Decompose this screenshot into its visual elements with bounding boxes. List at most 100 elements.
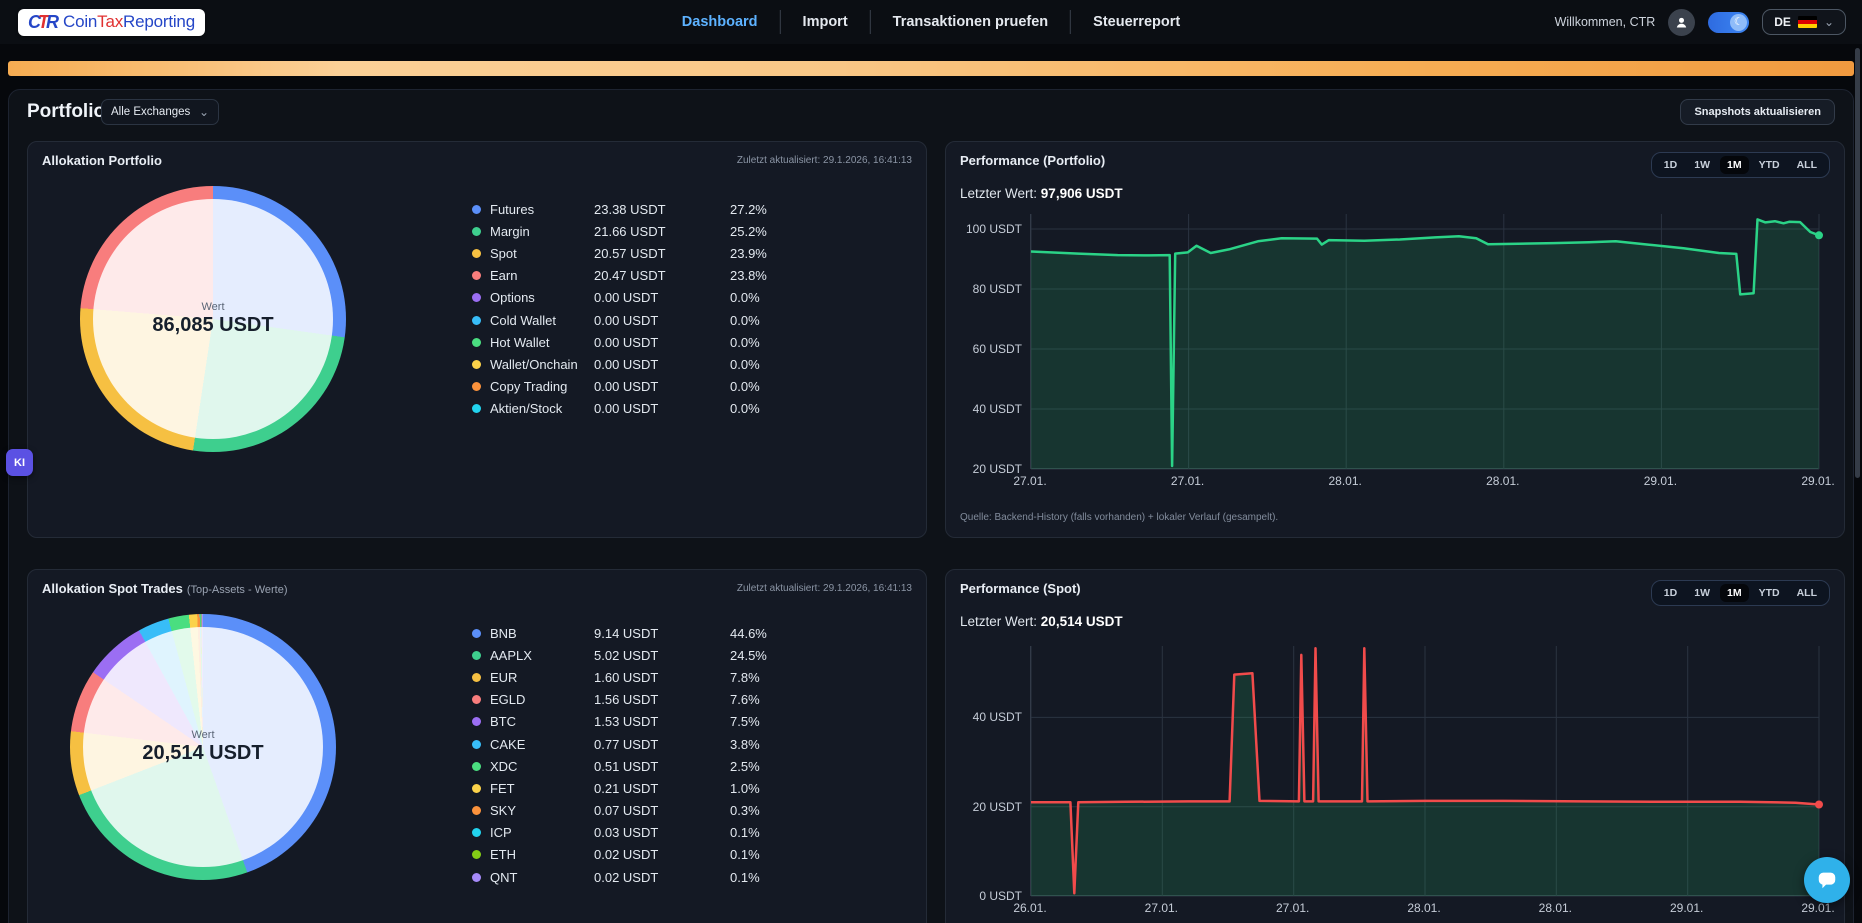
legend-label: FET xyxy=(472,781,594,796)
dashboard-panel: Portfolio Alle Exchanges ⌄ Snapshots akt… xyxy=(8,89,1854,923)
legend-percent: 0.0% xyxy=(730,357,902,372)
range-button-all[interactable]: ALL xyxy=(1790,584,1824,602)
legend-row[interactable]: CAKE0.77 USDT3.8% xyxy=(472,733,902,755)
legend-row[interactable]: SKY0.07 USDT0.3% xyxy=(472,800,902,822)
legend-label-text: Futures xyxy=(490,202,534,217)
legend-color-dot xyxy=(472,695,481,704)
range-button-1m[interactable]: 1M xyxy=(1720,584,1749,602)
range-button-ytd[interactable]: YTD xyxy=(1752,156,1787,174)
accent-banner xyxy=(8,61,1854,76)
legend-row[interactable]: ETH0.02 USDT0.1% xyxy=(472,844,902,866)
portfolio-donut-chart: Wert 86,085 USDT xyxy=(80,186,346,452)
range-button-all[interactable]: ALL xyxy=(1790,156,1824,174)
legend-row[interactable]: BTC1.53 USDT7.5% xyxy=(472,711,902,733)
donut-center: Wert 86,085 USDT xyxy=(80,186,346,452)
card-title-text: Allokation Spot Trades xyxy=(42,581,183,596)
nav-item-import[interactable]: Import xyxy=(803,14,848,30)
x-axis-label: 28.01. xyxy=(1407,901,1440,915)
user-avatar[interactable] xyxy=(1668,9,1695,36)
legend-row[interactable]: Spot20.57 USDT23.9% xyxy=(472,242,902,264)
scrollbar[interactable] xyxy=(1855,48,1860,478)
legend-percent: 2.5% xyxy=(730,759,902,774)
legend-label: CAKE xyxy=(472,737,594,752)
x-axis-label: 28.01. xyxy=(1486,474,1519,488)
app-root: CTR CoinTaxReporting Dashboard Import Tran… xyxy=(0,0,1862,923)
nav-item-dashboard[interactable]: Dashboard xyxy=(682,14,758,30)
legend-row[interactable]: QNT0.02 USDT0.1% xyxy=(472,866,902,888)
legend-value: 20.47 USDT xyxy=(594,268,730,283)
y-axis-label: 20 USDT xyxy=(960,800,1022,814)
range-button-1d[interactable]: 1D xyxy=(1657,584,1684,602)
app-logo[interactable]: CTR CoinTaxReporting xyxy=(18,9,205,36)
legend-value: 1.53 USDT xyxy=(594,714,730,729)
legend-color-dot xyxy=(472,740,481,749)
legend-color-dot xyxy=(472,717,481,726)
legend-row[interactable]: BNB9.14 USDT44.6% xyxy=(472,622,902,644)
nav-item-steuerreport[interactable]: Steuerreport xyxy=(1093,14,1180,30)
exchange-filter-select[interactable]: Alle Exchanges ⌄ xyxy=(101,99,219,125)
legend-label: Futures xyxy=(472,202,594,217)
nav-separator xyxy=(1070,10,1071,34)
legend-row[interactable]: Wallet/Onchain0.00 USDT0.0% xyxy=(472,353,902,375)
legend-value: 0.00 USDT xyxy=(594,357,730,372)
legend-row[interactable]: Aktien/Stock0.00 USDT0.0% xyxy=(472,398,902,420)
legend-row[interactable]: EGLD1.56 USDT7.6% xyxy=(472,689,902,711)
legend-percent: 27.2% xyxy=(730,202,902,217)
logo-monogram-icon: CTR xyxy=(28,12,56,33)
legend-percent: 44.6% xyxy=(730,626,902,641)
legend-percent: 3.8% xyxy=(730,737,902,752)
language-selector[interactable]: DE ⌄ xyxy=(1762,9,1846,35)
donut-center-label: Wert xyxy=(191,729,214,741)
legend-row[interactable]: Copy Trading0.00 USDT0.0% xyxy=(472,376,902,398)
chat-widget-button[interactable] xyxy=(1804,857,1850,903)
legend-row[interactable]: AAPLX5.02 USDT24.5% xyxy=(472,644,902,666)
legend-percent: 23.9% xyxy=(730,246,902,261)
legend-label: EUR xyxy=(472,670,594,685)
range-button-1w[interactable]: 1W xyxy=(1687,584,1717,602)
card-header: Allokation Portfolio Zuletzt aktualisier… xyxy=(28,142,926,168)
legend-row[interactable]: Futures23.38 USDT27.2% xyxy=(472,198,902,220)
legend-label-text: EUR xyxy=(490,670,517,685)
card-title: Allokation Portfolio xyxy=(42,153,162,168)
legend-label: Aktien/Stock xyxy=(472,401,594,416)
legend-label: Cold Wallet xyxy=(472,313,594,328)
x-axis-label: 27.01. xyxy=(1145,901,1178,915)
legend-row[interactable]: Options0.00 USDT0.0% xyxy=(472,287,902,309)
range-button-1m[interactable]: 1M xyxy=(1720,156,1749,174)
allocation-spot-card: Allokation Spot Trades(Top-Assets - Wert… xyxy=(27,569,927,923)
logo-monogram-letter: C xyxy=(28,12,38,32)
y-axis-label: 100 USDT xyxy=(960,222,1022,236)
legend-percent: 0.0% xyxy=(730,313,902,328)
snapshots-refresh-button[interactable]: Snapshots aktualisieren xyxy=(1680,99,1835,125)
range-button-1d[interactable]: 1D xyxy=(1657,156,1684,174)
legend-percent: 0.3% xyxy=(730,803,902,818)
x-axis-label: 29.01. xyxy=(1644,474,1677,488)
range-button-1w[interactable]: 1W xyxy=(1687,156,1717,174)
legend-row[interactable]: EUR1.60 USDT7.8% xyxy=(472,666,902,688)
legend-label: QNT xyxy=(472,870,594,885)
legend-value: 0.03 USDT xyxy=(594,825,730,840)
legend-row[interactable]: FET0.21 USDT1.0% xyxy=(472,777,902,799)
legend-label: ETH xyxy=(472,847,594,862)
legend-value: 0.21 USDT xyxy=(594,781,730,796)
legend-row[interactable]: Margin21.66 USDT25.2% xyxy=(472,220,902,242)
legend-row[interactable]: Hot Wallet0.00 USDT0.0% xyxy=(472,331,902,353)
allocation-portfolio-card: Allokation Portfolio Zuletzt aktualisier… xyxy=(27,141,927,538)
legend-label-text: BNB xyxy=(490,626,517,641)
nav-separator xyxy=(780,10,781,34)
nav-item-transaktionen-pruefen[interactable]: Transaktionen pruefen xyxy=(893,14,1049,30)
legend-label-text: Options xyxy=(490,290,535,305)
legend-value: 0.07 USDT xyxy=(594,803,730,818)
plot-area xyxy=(1030,646,1818,896)
nav-separator xyxy=(870,10,871,34)
range-button-ytd[interactable]: YTD xyxy=(1752,584,1787,602)
ki-assistant-button[interactable]: KI xyxy=(6,449,33,476)
last-value-label: Letzter Wert: xyxy=(960,186,1037,201)
legend-row[interactable]: Cold Wallet0.00 USDT0.0% xyxy=(472,309,902,331)
dark-mode-toggle[interactable]: ☾ xyxy=(1708,12,1749,33)
legend-row[interactable]: ICP0.03 USDT0.1% xyxy=(472,822,902,844)
card-title: Allokation Spot Trades(Top-Assets - Wert… xyxy=(42,581,288,596)
legend-row[interactable]: Earn20.47 USDT23.8% xyxy=(472,265,902,287)
card-title: Performance (Portfolio) xyxy=(960,153,1105,168)
legend-row[interactable]: XDC0.51 USDT2.5% xyxy=(472,755,902,777)
